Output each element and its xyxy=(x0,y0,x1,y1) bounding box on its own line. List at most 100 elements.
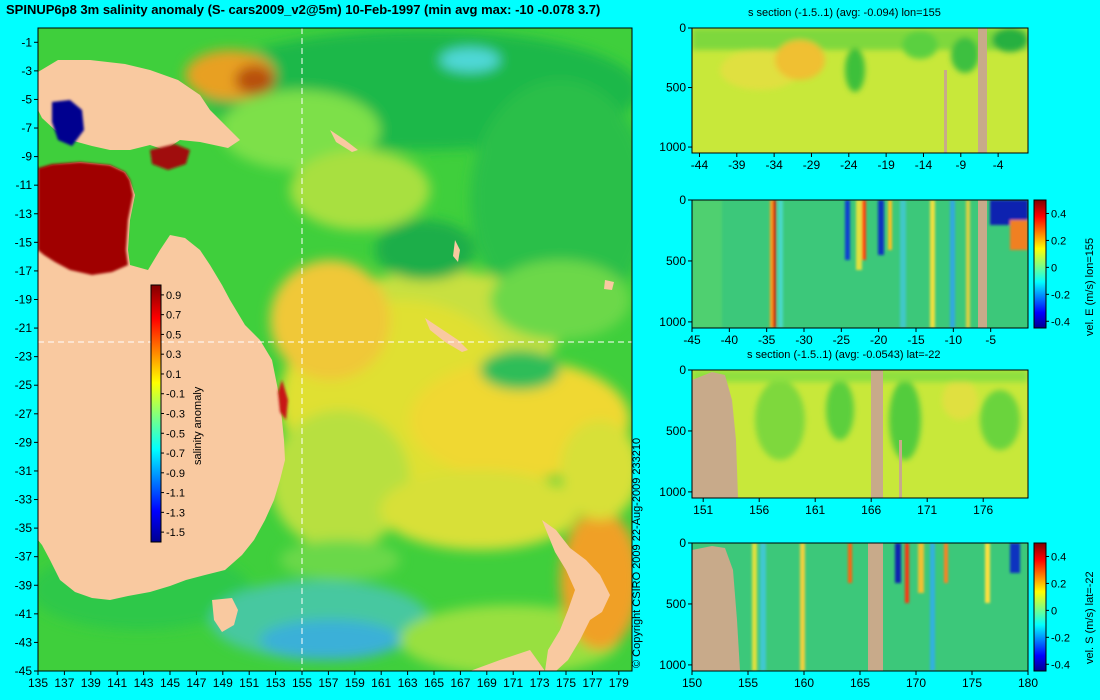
s2-cb-tick-label: -0.4 xyxy=(1051,316,1070,328)
s4-cb-tick-label: 0.4 xyxy=(1051,551,1066,563)
section2-y-axis: 0 500 1000 xyxy=(659,193,692,329)
map-cb-tick-label: -1.5 xyxy=(166,527,185,539)
map-cb-tick-label: -0.1 xyxy=(166,389,185,401)
section1-seafloor xyxy=(978,28,987,153)
section4-colorbar xyxy=(1033,542,1047,672)
map-x-tick-label: 177 xyxy=(582,676,602,690)
carpentaria-high-salinity xyxy=(38,162,133,275)
map-y-tick-label: -37 xyxy=(15,550,33,564)
s4-x-tick-label: 150 xyxy=(682,676,702,690)
map-colorbar-ticks: 0.9 0.7 0.5 0.3 0.1 -0.1 -0.3 -0.5 -0.7 -0.9 -1.1 -… xyxy=(161,290,185,539)
s1-x-tick-label: -4 xyxy=(993,158,1004,172)
s2-x-tick-label: -30 xyxy=(795,333,813,347)
land-new-guinea xyxy=(38,60,240,150)
s3-y-tick-label: 500 xyxy=(666,424,686,438)
map-y-tick-label: -21 xyxy=(15,321,33,335)
map-y-tick-label: -13 xyxy=(15,207,33,221)
map-x-tick-label: 151 xyxy=(239,676,259,690)
map-y-axis: -1 -3 -5 -7 -9 -11 -13 -15 -17 -19 -21 -23 -25 -27 -29… xyxy=(15,35,38,678)
s2-y-tick-label: 0 xyxy=(679,193,686,207)
map-y-tick-label: -31 xyxy=(15,464,33,478)
map-x-tick-label: 141 xyxy=(107,676,127,690)
s3-x-tick-label: 176 xyxy=(973,503,993,517)
s4-cb-tick-label: -0.4 xyxy=(1051,659,1070,671)
section2-frame xyxy=(691,199,1029,329)
section2-colorbar xyxy=(1033,199,1047,329)
map-y-tick-label: -5 xyxy=(21,92,32,106)
s1-x-tick-label: -24 xyxy=(840,158,858,172)
s3-y-tick-label: 0 xyxy=(679,363,686,377)
map-x-tick-label: 173 xyxy=(530,676,550,690)
s2-x-tick-label: -5 xyxy=(985,333,996,347)
map-y-tick-label: -17 xyxy=(15,264,33,278)
s2-x-tick-label: -10 xyxy=(945,333,963,347)
salinity-map: 135 137 139 141 143 145 147 149 151 153 155 157 159 1… xyxy=(15,27,633,690)
s3-y-tick-label: 1000 xyxy=(659,485,686,499)
s4-x-tick-label: 155 xyxy=(738,676,758,690)
map-y-tick-label: -23 xyxy=(15,350,33,364)
land-vanuatu xyxy=(453,240,460,262)
section3-seafloor xyxy=(692,372,738,498)
land-new-zealand-south xyxy=(470,650,545,671)
map-cb-tick-label: -0.7 xyxy=(166,448,185,460)
map-y-tick-label: -1 xyxy=(21,35,32,49)
s1-x-tick-label: -29 xyxy=(803,158,821,172)
map-x-tick-label: 179 xyxy=(609,676,629,690)
map-y-tick-label: -39 xyxy=(15,578,33,592)
map-x-tick-label: 171 xyxy=(503,676,523,690)
map-x-tick-label: 149 xyxy=(213,676,233,690)
s2-x-tick-label: -45 xyxy=(683,333,701,347)
s1-x-tick-label: -19 xyxy=(877,158,895,172)
map-y-tick-label: -11 xyxy=(16,178,33,192)
section2-seafloor xyxy=(978,200,987,328)
map-x-tick-label: 143 xyxy=(134,676,154,690)
s4-y-tick-label: 1000 xyxy=(659,658,686,672)
map-x-tick-label: 137 xyxy=(54,676,74,690)
map-x-tick-label: 139 xyxy=(81,676,101,690)
s2-y-tick-label: 500 xyxy=(666,254,686,268)
map-cb-tick-label: 0.7 xyxy=(166,310,181,322)
map-y-tick-label: -43 xyxy=(15,635,33,649)
s2-cb-tick-label: -0.2 xyxy=(1051,289,1070,301)
map-low-salinity-patch xyxy=(52,100,84,146)
s2-x-tick-label: -40 xyxy=(721,333,739,347)
map-high-salinity-patch xyxy=(150,144,190,170)
figure-title: SPINUP6p8 3m salinity anomaly (S- cars20… xyxy=(6,2,601,17)
map-cb-tick-label: -0.9 xyxy=(166,468,185,480)
s3-x-tick-label: 166 xyxy=(861,503,881,517)
s1-y-tick-label: 500 xyxy=(666,81,686,95)
s2-x-tick-label: -35 xyxy=(758,333,776,347)
section4-y-axis: 0 500 1000 xyxy=(659,536,692,672)
land-solomons xyxy=(330,130,358,152)
section1-x-axis: -44 -39 -34 -29 -24 -19 -14 -9 -4 xyxy=(691,153,1004,172)
s3-x-tick-label: 171 xyxy=(917,503,937,517)
map-x-tick-label: 147 xyxy=(186,676,206,690)
s2-y-tick-label: 1000 xyxy=(659,315,686,329)
map-y-tick-label: -35 xyxy=(15,521,33,535)
s1-x-tick-label: -39 xyxy=(728,158,746,172)
section3-panel: 151 156 161 166 171 176 0 500 1000 xyxy=(659,363,1029,517)
map-x-tick-label: 145 xyxy=(160,676,180,690)
map-x-tick-label: 155 xyxy=(292,676,312,690)
map-x-tick-label: 153 xyxy=(266,676,286,690)
map-cb-tick-label: 0.3 xyxy=(166,349,181,361)
section2-colorbar-label: vel. E (m/s) lon=155 xyxy=(1084,238,1096,336)
map-x-tick-label: 167 xyxy=(450,676,470,690)
map-x-axis: 135 137 139 141 143 145 147 149 151 153 155 157 159 1… xyxy=(28,671,629,690)
map-y-tick-label: -19 xyxy=(15,292,33,306)
land-tasmania xyxy=(212,598,238,632)
s1-y-tick-label: 1000 xyxy=(659,140,686,154)
section2-colorbar-ticks: 0.4 0.2 0 -0.2 -0.4 xyxy=(1046,208,1070,328)
section1-frame xyxy=(691,27,1029,154)
map-y-tick-label: -9 xyxy=(21,150,32,164)
s2-cb-tick-label: 0.4 xyxy=(1051,208,1066,220)
map-y-tick-label: -29 xyxy=(15,435,33,449)
section4-colorbar-ticks: 0.4 0.2 0 -0.2 -0.4 xyxy=(1046,551,1070,671)
section4-panel: 150 155 160 165 170 175 180 0 500 1000 0.4 0.2 0 -0… xyxy=(659,536,1096,690)
section4-colorbar-label: vel. S (m/s) lat=-22 xyxy=(1084,571,1096,664)
map-cb-tick-label: 0.1 xyxy=(166,369,181,381)
map-x-tick-label: 161 xyxy=(371,676,391,690)
map-y-tick-label: -33 xyxy=(15,493,33,507)
map-y-tick-label: -27 xyxy=(15,407,33,421)
